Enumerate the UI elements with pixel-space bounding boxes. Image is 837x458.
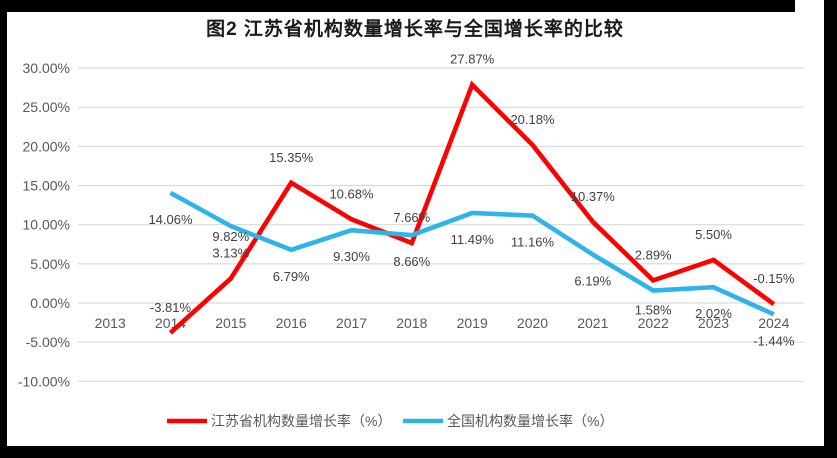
frame-border-top (0, 0, 795, 12)
y-axis-tick-label: -5.00% (26, 334, 70, 350)
data-label: 27.87% (450, 52, 495, 67)
y-axis-tick-label: 25.00% (23, 99, 70, 115)
chart-title: 图2 江苏省机构数量增长率与全国增长率的比较 (206, 17, 624, 40)
x-axis-tick-label: 2024 (758, 315, 789, 331)
x-axis-tick-label: 2016 (276, 315, 307, 331)
x-axis-tick-label: 2022 (638, 315, 669, 331)
data-label: 2.89% (635, 247, 672, 262)
data-label: 9.82% (212, 229, 249, 244)
frame-border-bottom (0, 446, 837, 458)
y-axis-tick-label: 0.00% (30, 295, 70, 311)
data-label: 10.37% (571, 189, 616, 204)
national-series-line (169, 190, 775, 317)
x-axis-tick-label: 2019 (457, 315, 488, 331)
data-label: 3.13% (212, 246, 249, 261)
data-label: 8.66% (393, 254, 430, 269)
y-axis-tick-label: 15.00% (23, 178, 70, 194)
x-axis-tick-label: 2020 (517, 315, 548, 331)
data-label: 5.50% (695, 227, 732, 242)
data-label: 14.06% (148, 212, 193, 227)
legend-label: 江苏省机构数量增长率（%） (211, 413, 391, 429)
x-axis-tick-label: 2021 (577, 315, 608, 331)
x-axis-tick-label: 2023 (698, 315, 729, 331)
frame-border-right (824, 0, 837, 458)
frame-border-left (0, 0, 7, 458)
y-axis-tick-label: 10.00% (23, 217, 70, 233)
data-label: -1.44% (753, 333, 795, 348)
data-label: 11.49% (451, 232, 495, 247)
data-label: 20.18% (510, 112, 555, 127)
x-axis-tick-label: 2017 (336, 315, 367, 331)
data-label: 9.30% (333, 249, 370, 264)
data-label: 1.58% (635, 303, 672, 318)
legend-label: 全国机构数量增长率（%） (447, 413, 613, 429)
data-label: 10.68% (329, 186, 374, 201)
jiangsu-series-line (168, 80, 776, 335)
data-label: 6.79% (273, 269, 310, 284)
data-label: 2.02% (695, 306, 732, 321)
data-label: -3.81% (150, 300, 192, 315)
data-label: 7.66% (393, 210, 430, 225)
data-label: 11.16% (511, 235, 555, 250)
y-axis-tick-label: 20.00% (23, 138, 70, 154)
data-label: 15.35% (269, 150, 314, 165)
y-axis-tick-label: 30.00% (23, 60, 70, 76)
x-axis-tick-label: 2018 (396, 315, 427, 331)
data-label: -0.15% (753, 271, 795, 286)
y-axis-tick-label: -10.00% (18, 373, 70, 389)
data-label: 6.19% (574, 274, 611, 289)
y-axis-tick-label: 5.00% (30, 256, 70, 272)
x-axis-tick-label: 2013 (95, 315, 126, 331)
x-axis-tick-label: 2015 (215, 315, 246, 331)
